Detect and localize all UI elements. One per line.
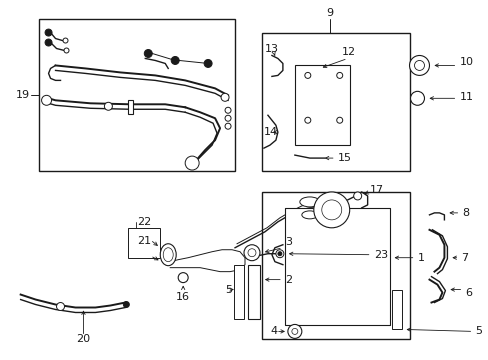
Circle shape — [185, 156, 199, 170]
Text: 6: 6 — [465, 288, 471, 298]
Circle shape — [408, 55, 428, 75]
Circle shape — [45, 39, 52, 46]
Bar — [128, 228, 160, 258]
Circle shape — [63, 38, 68, 43]
Text: 20: 20 — [76, 334, 90, 345]
Circle shape — [64, 48, 69, 53]
Text: 11: 11 — [458, 92, 472, 102]
Bar — [39, 19, 235, 171]
Text: 15: 15 — [337, 153, 351, 163]
Bar — [247, 265, 260, 319]
Circle shape — [313, 192, 349, 228]
Circle shape — [414, 60, 424, 71]
Circle shape — [287, 324, 301, 338]
Circle shape — [224, 123, 230, 129]
Text: 5: 5 — [224, 284, 232, 294]
Text: 19: 19 — [16, 90, 30, 100]
Circle shape — [353, 192, 361, 200]
Ellipse shape — [301, 211, 317, 219]
Text: 13: 13 — [264, 44, 278, 54]
Text: 17: 17 — [369, 185, 383, 195]
Circle shape — [144, 50, 152, 58]
Text: 23: 23 — [373, 250, 387, 260]
Text: 16: 16 — [176, 292, 190, 302]
Bar — [128, 100, 133, 114]
Text: 12: 12 — [341, 48, 355, 58]
Ellipse shape — [163, 248, 173, 262]
Circle shape — [336, 72, 342, 78]
Text: 14: 14 — [264, 127, 278, 137]
Bar — [262, 192, 408, 339]
Text: 8: 8 — [462, 208, 468, 218]
Circle shape — [224, 107, 230, 113]
Circle shape — [171, 57, 179, 64]
Text: 7: 7 — [461, 253, 468, 263]
Ellipse shape — [299, 197, 319, 207]
Circle shape — [336, 117, 342, 123]
Text: 10: 10 — [458, 58, 472, 67]
Text: 21: 21 — [137, 236, 151, 246]
Circle shape — [247, 249, 255, 257]
Circle shape — [178, 273, 188, 283]
Circle shape — [41, 95, 51, 105]
Text: 9: 9 — [325, 8, 333, 18]
Circle shape — [244, 245, 260, 261]
Circle shape — [57, 302, 64, 310]
Circle shape — [104, 102, 112, 110]
Circle shape — [410, 91, 424, 105]
Circle shape — [203, 59, 212, 67]
Ellipse shape — [160, 244, 176, 266]
Text: 3: 3 — [285, 237, 291, 247]
Circle shape — [45, 29, 52, 36]
Circle shape — [304, 72, 310, 78]
Text: 5: 5 — [474, 327, 481, 336]
Text: 4: 4 — [270, 327, 277, 336]
Circle shape — [275, 250, 284, 258]
Bar — [234, 265, 244, 319]
Circle shape — [304, 117, 310, 123]
Text: 18: 18 — [334, 209, 348, 219]
Bar — [294, 66, 349, 145]
Circle shape — [291, 328, 297, 334]
Circle shape — [277, 252, 281, 256]
Text: 1: 1 — [417, 253, 424, 263]
Circle shape — [123, 302, 129, 307]
Text: 22: 22 — [137, 217, 151, 227]
Bar — [285, 208, 389, 325]
Circle shape — [221, 93, 228, 101]
Circle shape — [224, 115, 230, 121]
Bar — [262, 32, 408, 171]
Text: 2: 2 — [285, 275, 291, 285]
Bar — [391, 289, 401, 329]
Circle shape — [321, 200, 341, 220]
